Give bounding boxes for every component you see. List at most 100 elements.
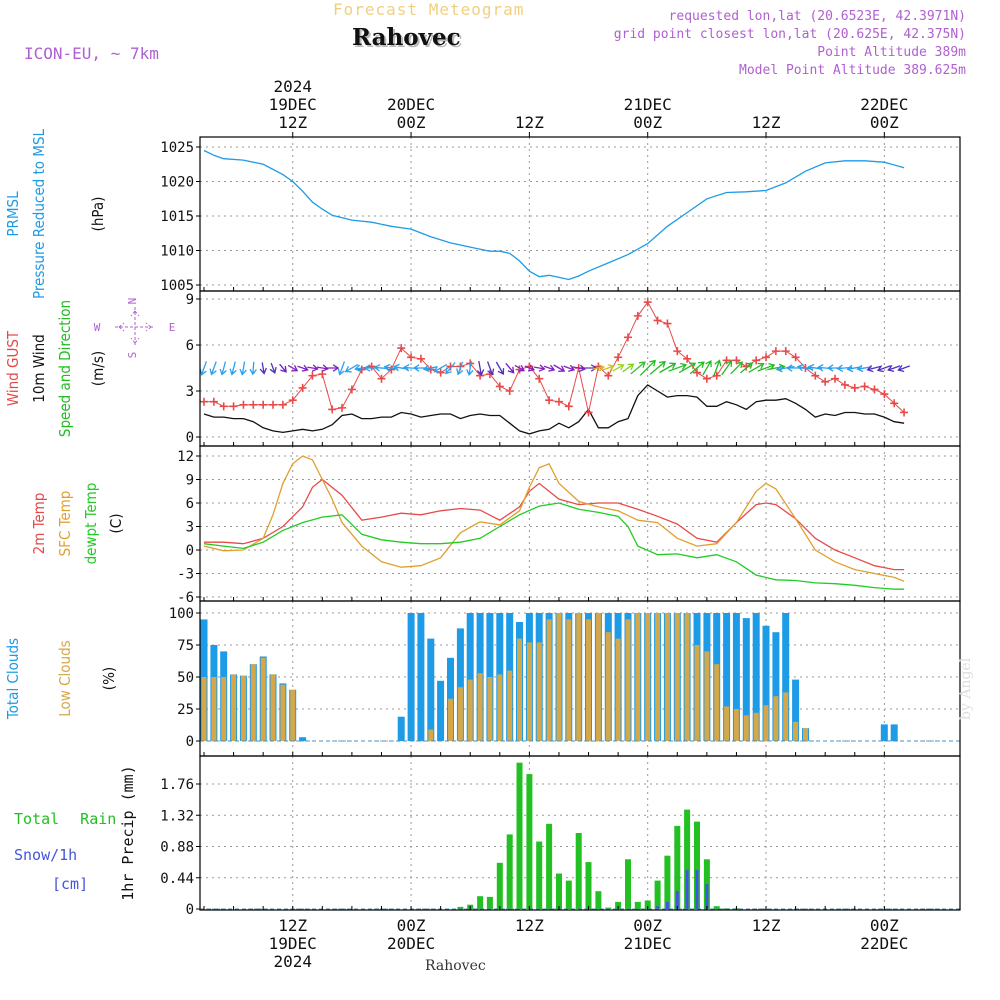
wind-direction-arrow bbox=[887, 365, 901, 373]
wind-direction-arrow bbox=[639, 359, 656, 376]
gust-marker bbox=[377, 374, 386, 383]
bar-low-clouds bbox=[457, 687, 463, 741]
bar-low-clouds bbox=[783, 692, 789, 741]
gust-marker bbox=[702, 374, 711, 383]
y-axis-label: dewpt Temp bbox=[82, 483, 100, 565]
y-tick-label: 0 bbox=[186, 430, 194, 446]
top-time-label: 12Z bbox=[752, 113, 781, 132]
y-axis-label: Low Clouds bbox=[56, 640, 74, 716]
wind-direction-arrow bbox=[209, 361, 217, 376]
bar-low-clouds bbox=[704, 651, 710, 741]
bar-low-clouds bbox=[733, 709, 739, 741]
bar-total-clouds bbox=[407, 613, 415, 741]
bottom-time-label: 12Z bbox=[515, 916, 544, 935]
bar-low-clouds bbox=[793, 721, 799, 741]
wind-direction-arrow bbox=[602, 364, 615, 372]
gust-marker bbox=[535, 374, 544, 383]
bar-low-clouds bbox=[566, 619, 572, 741]
top-time-label: 00Z bbox=[397, 113, 426, 132]
bar-total-rain bbox=[674, 825, 681, 909]
wind-direction-arrow bbox=[767, 363, 786, 371]
bar-total-rain bbox=[654, 880, 661, 909]
gust-marker bbox=[397, 344, 406, 353]
legend-snow-unit: [cm] bbox=[52, 875, 88, 893]
gust-marker bbox=[683, 354, 692, 363]
gust-marker bbox=[545, 396, 554, 405]
bar-low-clouds bbox=[201, 677, 207, 741]
wind-direction-arrow bbox=[514, 364, 526, 372]
bar-total-clouds bbox=[397, 716, 405, 741]
bar-low-clouds bbox=[487, 677, 493, 741]
gust-marker bbox=[308, 371, 317, 380]
y-tick-label: 50 bbox=[177, 670, 194, 686]
bar-low-clouds bbox=[448, 698, 453, 741]
wind-direction-arrow bbox=[505, 362, 515, 374]
top-time-label: 19DEC bbox=[269, 95, 317, 114]
wind-direction-arrow bbox=[572, 364, 586, 372]
wind-direction-arrow bbox=[678, 362, 697, 374]
bar-total-rain bbox=[713, 906, 720, 909]
wind-direction-arrow bbox=[422, 364, 438, 373]
wind-direction-arrow bbox=[279, 363, 287, 373]
wind-direction-arrow bbox=[433, 363, 448, 373]
bar-total-clouds bbox=[772, 632, 780, 741]
gust-marker bbox=[387, 365, 396, 374]
bar-total-rain bbox=[615, 901, 622, 909]
panel-frames bbox=[196, 132, 961, 911]
gust-marker bbox=[673, 347, 682, 356]
bar-total-clouds bbox=[437, 680, 445, 741]
bar-low-clouds bbox=[428, 729, 434, 741]
bar-low-clouds bbox=[240, 675, 246, 741]
bar-low-clouds bbox=[576, 613, 582, 741]
top-time-label: 00Z bbox=[870, 113, 899, 132]
y-axis-label: Pressure Reduced to MSL bbox=[30, 128, 48, 299]
y-tick-label: 6 bbox=[186, 338, 194, 354]
bar-total-clouds bbox=[762, 625, 770, 741]
bar-low-clouds bbox=[635, 613, 641, 741]
bar-low-clouds bbox=[231, 674, 237, 741]
bar-total-clouds bbox=[299, 737, 307, 741]
grid-layer bbox=[200, 137, 960, 910]
y-axis-label: PRMSL bbox=[4, 191, 22, 237]
wind-direction-arrow bbox=[533, 364, 546, 372]
wind-direction-arrow bbox=[659, 362, 677, 374]
wind-direction-arrow bbox=[592, 364, 606, 372]
y-tick-label: 75 bbox=[177, 638, 194, 654]
gust-marker bbox=[890, 399, 899, 408]
y-tick-label: 1025 bbox=[160, 140, 194, 156]
bar-snow-1h bbox=[665, 901, 669, 909]
bar-total-rain bbox=[486, 896, 493, 909]
y-tick-label: 0.44 bbox=[160, 871, 194, 887]
y-tick-label: 9 bbox=[186, 292, 194, 308]
gust-marker bbox=[269, 400, 278, 409]
y-tick-label: 1015 bbox=[160, 209, 194, 225]
gust-marker bbox=[850, 383, 859, 392]
wind-direction-arrow bbox=[668, 362, 688, 372]
bar-low-clouds bbox=[546, 619, 552, 741]
y-tick-label: 1005 bbox=[160, 278, 194, 294]
gust-marker bbox=[614, 353, 623, 362]
bar-total-clouds bbox=[466, 613, 474, 741]
bottom-time-label: 20DEC bbox=[387, 934, 435, 953]
bar-total-rain bbox=[526, 774, 533, 909]
gust-marker bbox=[259, 400, 268, 409]
y-tick-label: 1.32 bbox=[160, 808, 194, 824]
bar-low-clouds bbox=[605, 632, 611, 741]
bar-low-clouds bbox=[595, 613, 601, 741]
bar-snow-1h bbox=[705, 884, 709, 909]
bottom-time-label: 00Z bbox=[633, 916, 662, 935]
bar-total-rain bbox=[457, 906, 464, 909]
bar-snow-1h bbox=[685, 869, 689, 909]
wind-direction-arrow bbox=[249, 361, 257, 376]
bar-low-clouds bbox=[290, 689, 296, 741]
wind-direction-arrow bbox=[785, 364, 804, 372]
bar-total-rain bbox=[516, 762, 523, 909]
compass-south: S bbox=[126, 352, 139, 359]
bar-low-clouds bbox=[270, 674, 276, 741]
top-time-label: 12Z bbox=[278, 113, 307, 132]
compass-west: W bbox=[94, 321, 101, 334]
bar-total-clouds bbox=[782, 613, 790, 741]
bar-low-clouds bbox=[507, 670, 513, 741]
wind-direction-arrow bbox=[630, 361, 646, 375]
gust-marker bbox=[781, 347, 790, 356]
